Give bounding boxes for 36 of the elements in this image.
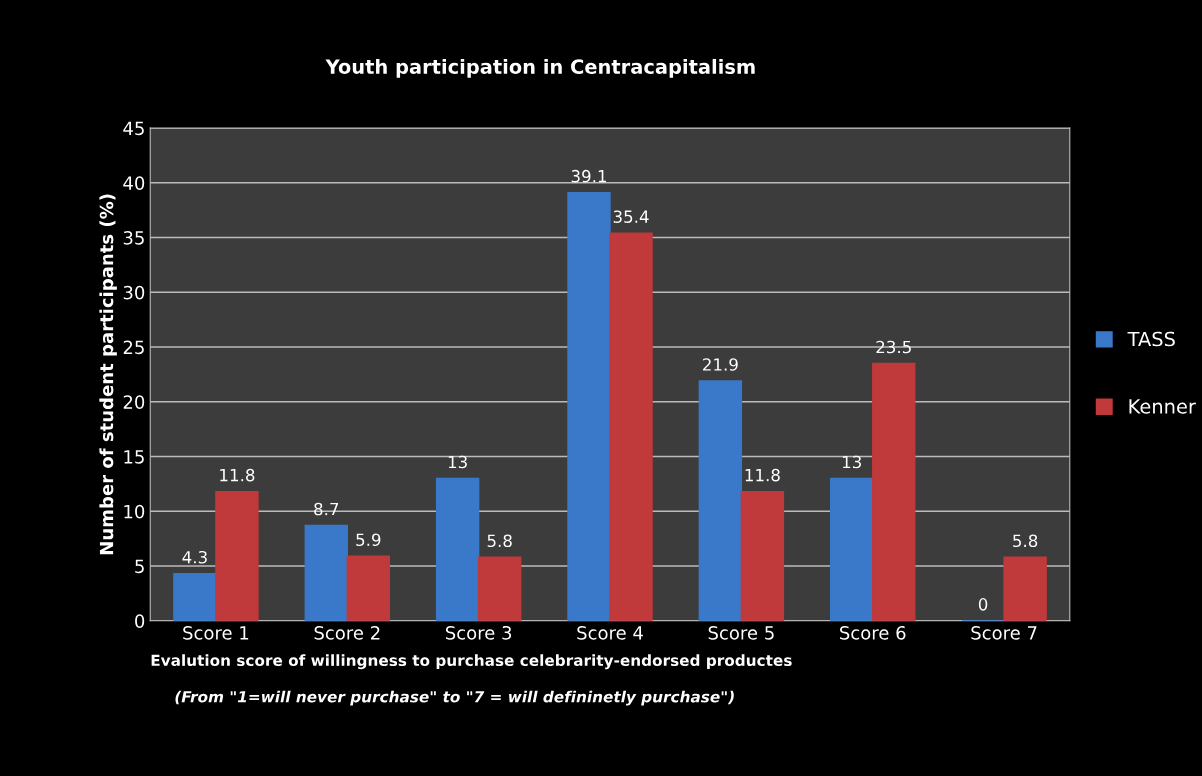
x-tick-label: Score 1 (183, 625, 249, 640)
y-tick-label: 0 (135, 614, 145, 628)
data-label: 4.3 (182, 550, 207, 564)
legend-label: TASS (1127, 331, 1175, 347)
data-label: 39.1 (571, 169, 607, 183)
data-label: 13 (448, 455, 467, 469)
x-tick-label: Score 5 (708, 625, 774, 640)
x-tick-label: Score 3 (445, 625, 512, 640)
x-tick-label: Score 7 (971, 625, 1037, 640)
data-label: 5.8 (487, 534, 512, 548)
text: (From "1=will never purchase" to "7 = will defininetly purchase") (175, 690, 734, 706)
y-tick-label: 25 (123, 340, 144, 355)
y-tick-label: 40 (123, 176, 145, 190)
x-tick-label: Score 2 (314, 625, 380, 640)
y-axis-title: Number of student participants (%) (99, 194, 117, 555)
y-tick-label: 35 (123, 231, 144, 245)
x-tick-label: Score 6 (840, 625, 906, 640)
y-tick-label: 15 (124, 450, 144, 464)
y-tick-label: 5 (135, 559, 144, 574)
y-tick-label: 20 (123, 395, 145, 409)
data-label: 5.8 (1013, 534, 1038, 548)
data-label: 5.9 (356, 533, 381, 547)
y-tick-label: 30 (123, 285, 145, 300)
data-label: 11.8 (220, 468, 255, 482)
data-label: 35.4 (613, 210, 649, 223)
data-label: 21.9 (703, 358, 738, 371)
data-label: 13 (842, 455, 861, 469)
y-tick-label: 45 (123, 121, 144, 136)
x-axis-title: Evalution score of willingness to purchase celebrarity-endorsed productes (151, 654, 792, 670)
y-tick-label: 10 (124, 504, 145, 519)
data-label: 0 (978, 598, 988, 611)
chart-title: Youth participation in Centracapitalism (325, 58, 755, 78)
data-label: 23.5 (876, 340, 911, 354)
x-tick-label: Score 4 (577, 625, 643, 640)
data-label: 11.8 (745, 468, 780, 482)
legend-label: Kenner (1129, 399, 1196, 414)
